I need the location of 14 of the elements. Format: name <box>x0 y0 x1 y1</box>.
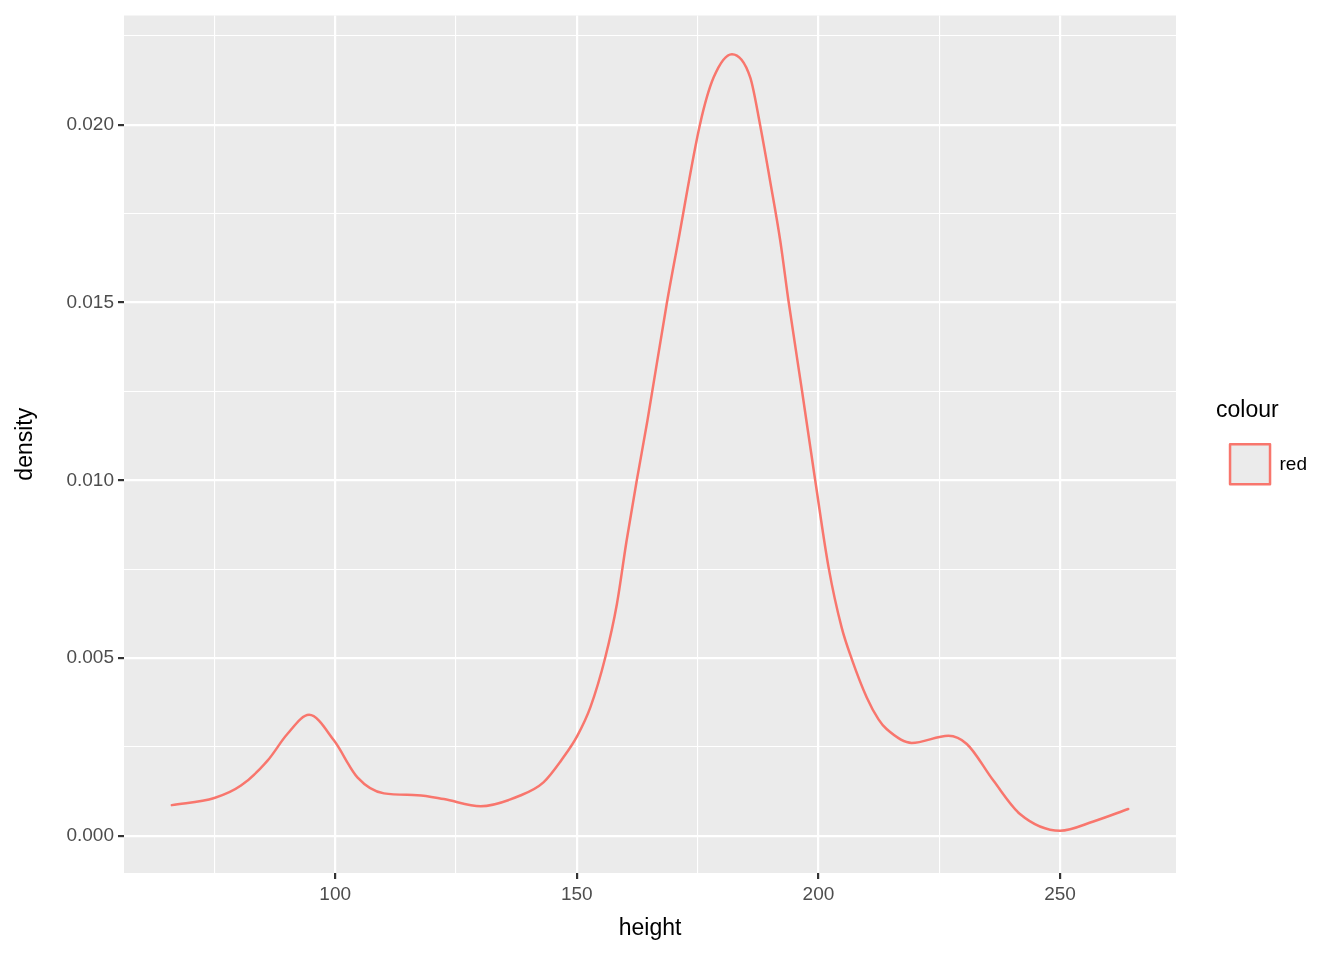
y-tick-label: 0.010 <box>66 468 114 490</box>
x-tick-label: 100 <box>319 882 352 904</box>
x-axis-title: height <box>618 913 682 940</box>
legend-label: red <box>1279 452 1308 474</box>
y-tick-label: 0.015 <box>66 290 114 312</box>
x-tick-label: 200 <box>802 882 835 904</box>
y-tick-label: 0.005 <box>66 646 114 668</box>
x-tick-label: 250 <box>1044 882 1076 904</box>
x-tick-label: 150 <box>560 882 593 904</box>
legend-title: colour <box>1216 395 1280 422</box>
y-axis-title: density <box>11 407 38 481</box>
line-series <box>170 52 1130 832</box>
y-tick-label: 0.020 <box>66 113 114 135</box>
y-tick-label: 0.000 <box>66 823 114 845</box>
